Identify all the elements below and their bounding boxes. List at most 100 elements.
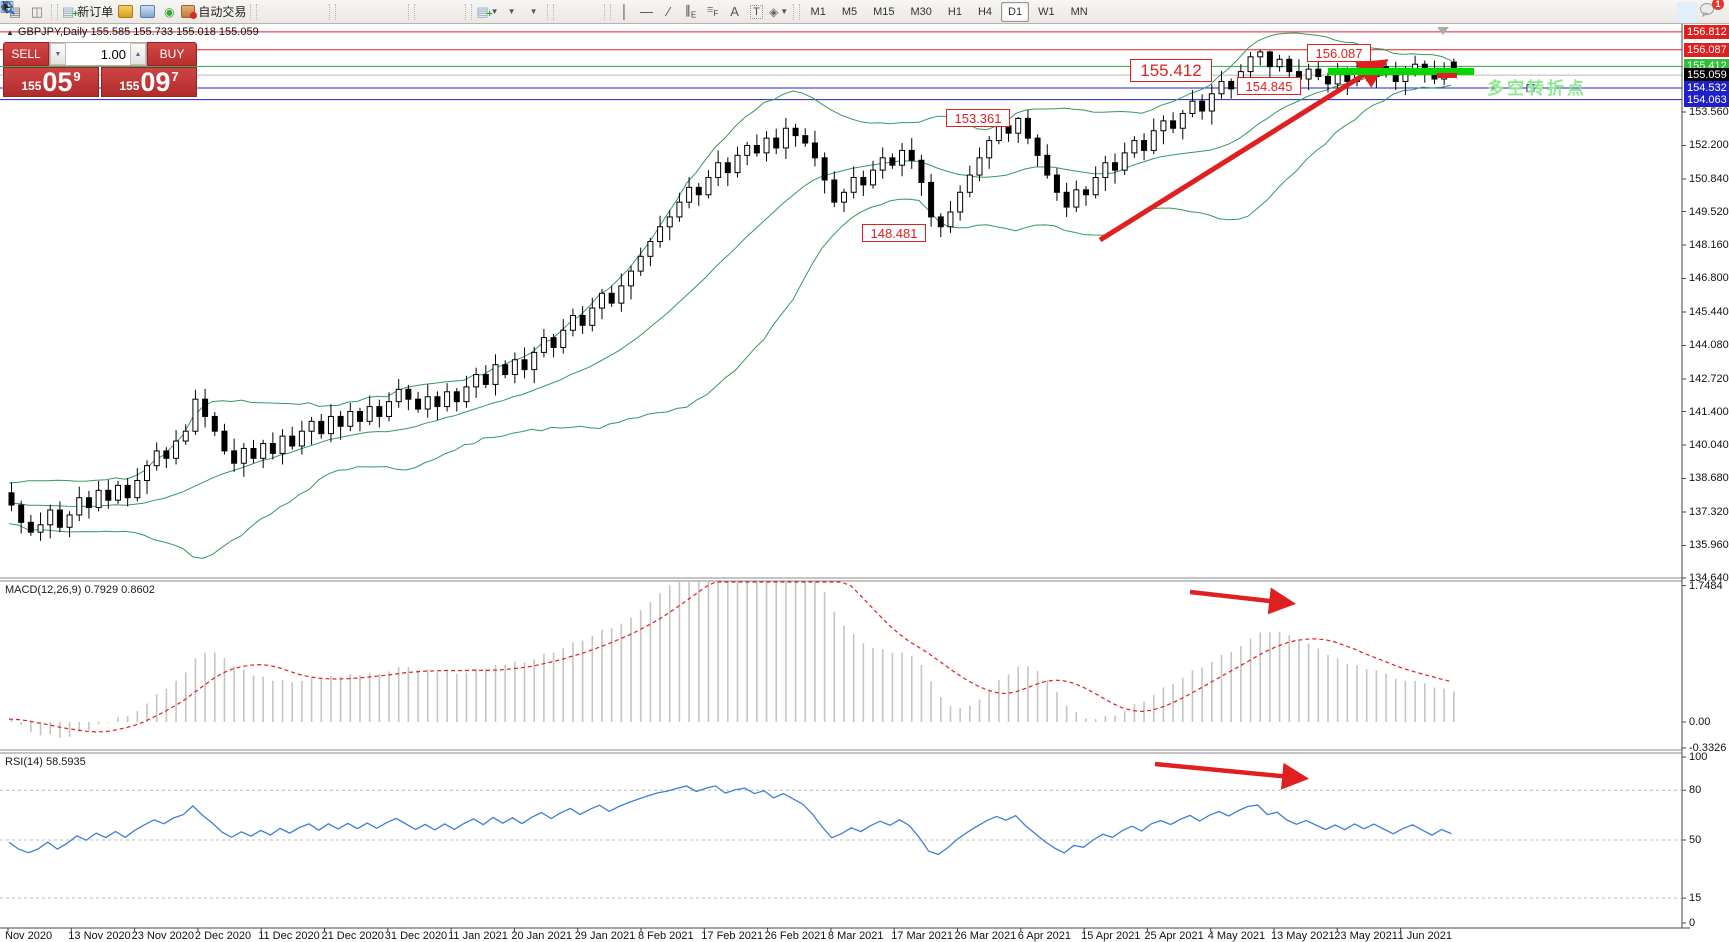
candle-body	[1150, 130, 1157, 151]
price-axis-tick: 146.800	[1689, 272, 1729, 285]
price-axis-badge-155.059: 155.059	[1684, 68, 1729, 83]
chat-icon[interactable]: 1	[1699, 0, 1724, 22]
price-axis-tick: 153.560	[1689, 106, 1729, 118]
auto-scroll-icon[interactable]	[1, 2, 439, 22]
candle-body	[598, 292, 605, 309]
candle-body	[1044, 154, 1051, 176]
metaeditor-icon[interactable]	[115, 2, 135, 22]
templates-button[interactable]: ▼	[0, 1, 543, 22]
chart-area[interactable]: 153.560 152.200 150.840 149.520 148.160 146.8…	[0, 24, 1729, 942]
timeframe-d1[interactable]: D1	[1001, 1, 1030, 22]
chevron-down-icon: ▼	[490, 7, 499, 16]
rsi-axis-tick: 15	[1689, 892, 1702, 905]
buy-price-tile[interactable]: 155 09 7	[101, 67, 197, 97]
candle-body	[37, 524, 44, 533]
cursor-icon[interactable]	[2, 1, 578, 22]
candle-body	[289, 435, 296, 447]
arrows-icon[interactable]: ◈ ▼	[768, 4, 789, 19]
zoom-out-icon[interactable]	[1, 1, 382, 22]
horizontal-level-lines	[0, 31, 1682, 101]
panel-collapse-icon[interactable]: ▲	[6, 28, 14, 37]
candle-body	[453, 391, 460, 403]
crosshair-icon[interactable]	[1, 1, 600, 22]
bollinger-bands	[8, 32, 1452, 559]
horizontal-line-icon[interactable]: —	[640, 4, 654, 19]
price-callout-155.412[interactable]: 155.412	[1130, 59, 1212, 82]
fibonacci-icon[interactable]: ≡F	[706, 4, 719, 19]
macd-trend-arrow[interactable]	[1189, 587, 1297, 615]
buy-button[interactable]: BUY	[147, 42, 197, 66]
candle-body	[1266, 51, 1273, 68]
timeframe-w1[interactable]: W1	[1038, 5, 1055, 18]
candle-body	[8, 492, 15, 506]
tile-windows-icon[interactable]	[1, 1, 404, 22]
line-handle-square[interactable]	[1526, 84, 1535, 93]
candle-body	[734, 154, 741, 174]
line-chart-icon[interactable]	[0, 2, 325, 22]
indicators-button[interactable]: ▤ + ▼	[476, 4, 499, 20]
timeframe-mn[interactable]: MN	[1070, 5, 1088, 18]
candle-body	[395, 388, 402, 403]
price-trend-arrow[interactable]	[1098, 59, 1389, 243]
chart-canvas[interactable]	[0, 24, 1729, 942]
timeframe-h1[interactable]: H1	[947, 5, 962, 18]
timeframe-h4[interactable]: H4	[977, 5, 993, 18]
candle-body	[744, 144, 751, 156]
candle-body	[695, 186, 702, 196]
vertical-line-icon[interactable]: │	[620, 4, 629, 19]
date-label: 26 Feb 2021	[764, 930, 827, 942]
price-callout-148.481[interactable]: 148.481	[862, 224, 926, 242]
data-window-icon[interactable]: ◫	[30, 4, 44, 19]
volume-decrease-button[interactable]: ▼	[50, 43, 66, 65]
buy-price-prefix: 155	[119, 79, 140, 93]
channel-icon[interactable]: ∥E	[684, 3, 697, 20]
price-callout-156.087[interactable]: 156.087	[1307, 44, 1371, 62]
red-dash-mark[interactable]	[1437, 73, 1457, 78]
sell-price-prefix: 155	[21, 79, 42, 93]
price-axis-badge-154.063: 154.063	[1684, 92, 1729, 107]
search-icon[interactable]	[1, 1, 1697, 22]
volume-input[interactable]	[66, 43, 130, 65]
candle-body	[211, 415, 218, 432]
frames	[0, 24, 1690, 932]
timeframe-m1[interactable]: M1	[810, 5, 826, 18]
chart-shift-marker-icon[interactable]	[1437, 27, 1449, 35]
timeframe-m15[interactable]: M15	[873, 5, 895, 18]
text-label-icon[interactable]: T	[747, 2, 767, 22]
price-callout-153.361[interactable]: 153.361	[946, 109, 1010, 127]
candle-chart-icon[interactable]	[1, 1, 303, 22]
green-support-bar[interactable]	[1328, 68, 1474, 75]
candle-body	[66, 514, 73, 528]
autotrading-icon	[181, 5, 198, 19]
candle-body	[628, 270, 635, 287]
news-icon[interactable]: ◉	[164, 4, 175, 19]
sell-button[interactable]: SELL	[3, 42, 49, 66]
volume-increase-button[interactable]: ▲	[130, 43, 146, 65]
candle-body	[240, 447, 247, 464]
timeframe-m5[interactable]: M5	[841, 5, 858, 18]
macd-label: MACD(12,26,9) 0.7929 0.8602	[5, 584, 155, 596]
candle-body	[318, 420, 325, 435]
sell-price-tile[interactable]: 155 05 9	[3, 67, 99, 97]
candle-body	[27, 521, 34, 533]
candle-body	[676, 201, 683, 218]
terminal-icon[interactable]	[137, 2, 157, 22]
candle-body	[870, 169, 877, 186]
text-icon[interactable]: A	[730, 4, 739, 19]
rsi-trend-arrow[interactable]	[1154, 761, 1310, 790]
chart-shift-icon[interactable]	[2, 2, 461, 22]
candle-body	[821, 157, 828, 181]
candle-body	[260, 443, 267, 459]
price-axis-tick: 140.040	[1689, 438, 1729, 451]
trendline-icon[interactable]: ∕	[667, 4, 670, 19]
timeframe-m30[interactable]: M30	[910, 5, 932, 18]
symbol-info-bar: ▲ GBPJPY,Daily 155.585 155.733 155.018 15…	[6, 26, 259, 38]
bar-chart-icon[interactable]	[2, 2, 281, 22]
price-callout-154.845[interactable]: 154.845	[1237, 77, 1301, 95]
zoom-in-icon[interactable]	[1, 1, 360, 22]
new-order-button[interactable]: ▤ + 新订单	[62, 2, 113, 22]
periods-button[interactable]: ▼	[0, 0, 521, 22]
candle-body	[85, 497, 92, 509]
autotrading-button[interactable]: 自动交易	[181, 2, 246, 22]
annotation-note-text[interactable]: 多空转折点	[1487, 79, 1587, 98]
